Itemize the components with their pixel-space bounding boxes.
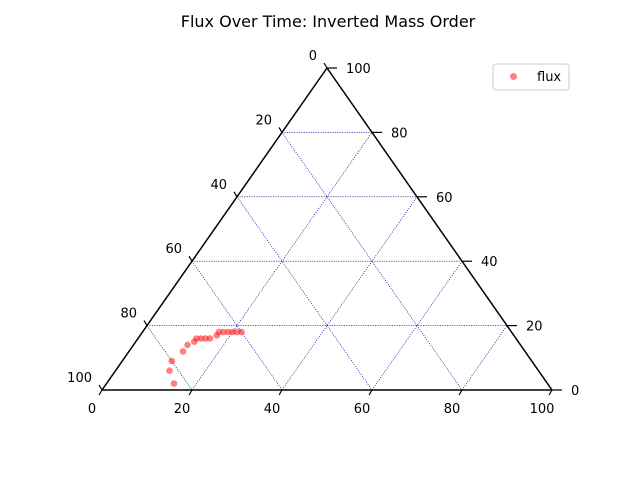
bottom-tick xyxy=(548,389,553,396)
data-point xyxy=(170,380,178,387)
right-tick-label: 40 xyxy=(481,255,498,270)
right-tick-label: 60 xyxy=(436,191,453,206)
bottom-tick-label: 20 xyxy=(174,402,191,417)
left-tick-label: 80 xyxy=(120,307,137,322)
axis-ticks: 0 20 40 60 80 100 0 20 40 60 80 100 0 20 40 60 80 100 xyxy=(67,49,579,417)
right-tick-label: 20 xyxy=(526,320,543,335)
left-tick xyxy=(98,384,103,391)
left-tick xyxy=(278,127,283,133)
grid xyxy=(146,132,508,391)
left-tick xyxy=(188,255,193,262)
right-tick-label: 80 xyxy=(391,126,408,141)
bottom-tick-label: 60 xyxy=(354,402,371,417)
left-tick xyxy=(233,191,238,198)
data-point xyxy=(179,348,187,355)
right-tick-label: 0 xyxy=(571,384,579,399)
left-tick xyxy=(323,62,328,69)
legend-box xyxy=(492,63,570,91)
bottom-tick-label: 80 xyxy=(444,402,461,417)
left-tick-label: 100 xyxy=(67,371,92,386)
data-points xyxy=(166,328,245,387)
data-point xyxy=(184,341,191,349)
chart-title: Flux Over Time: Inverted Mass Order xyxy=(181,12,476,31)
data-point xyxy=(238,328,245,336)
left-tick-label: 60 xyxy=(165,242,182,257)
triangle-frame xyxy=(101,67,553,391)
grid-line xyxy=(146,325,193,391)
legend-label: flux xyxy=(537,70,561,85)
left-axis-line xyxy=(101,67,328,391)
left-tick-label: 0 xyxy=(309,49,317,64)
left-tick-label: 20 xyxy=(255,113,272,128)
bottom-tick xyxy=(278,389,283,396)
right-axis-line xyxy=(326,67,553,391)
bottom-tick xyxy=(458,389,463,396)
bottom-tick-label: 0 xyxy=(88,402,96,417)
bottom-tick-label: 40 xyxy=(264,402,281,417)
legend-marker xyxy=(510,73,517,80)
grid-line xyxy=(281,196,418,391)
left-tick xyxy=(143,320,148,326)
bottom-tick-label: 100 xyxy=(530,402,555,417)
data-point xyxy=(168,357,176,365)
right-tick-label: 100 xyxy=(346,62,371,77)
bottom-tick xyxy=(368,389,373,396)
grid-line xyxy=(461,325,508,391)
data-point xyxy=(166,367,173,375)
grid-line xyxy=(236,196,373,391)
left-tick-label: 40 xyxy=(210,178,227,193)
bottom-tick xyxy=(188,389,193,396)
legend: flux xyxy=(492,63,570,91)
data-point xyxy=(206,335,214,342)
bottom-tick xyxy=(98,389,103,396)
